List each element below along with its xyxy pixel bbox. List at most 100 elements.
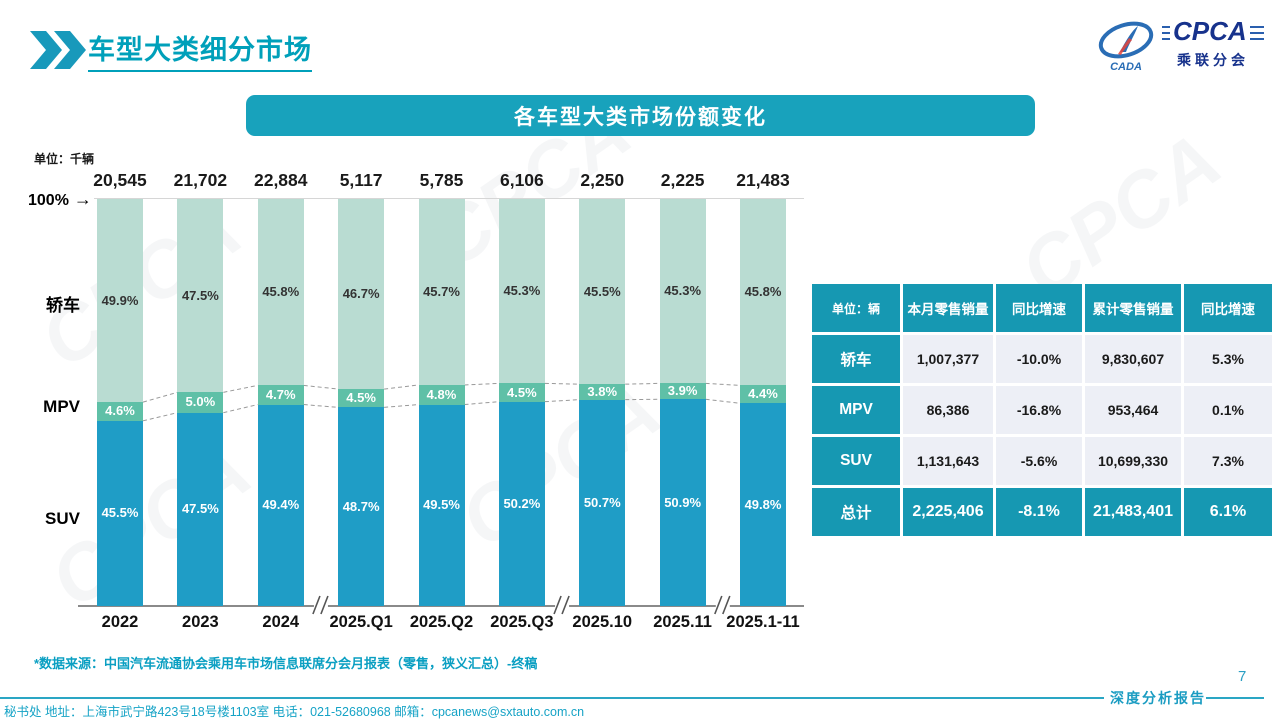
bar-total-label: 2,225 xyxy=(660,170,705,190)
bar-segment-suv: 47.5% xyxy=(177,412,224,606)
bar-segment-suv: 45.5% xyxy=(97,420,143,606)
bar-segment-mpv: 4.8% xyxy=(418,384,465,405)
table-row-label: 轿车 xyxy=(812,335,900,383)
bar-total-label: 21,702 xyxy=(173,170,228,190)
cada-logo-icon: CADA xyxy=(1096,18,1158,79)
table-row-label: SUV xyxy=(812,437,900,485)
bar-segment-suv: 49.5% xyxy=(418,404,465,606)
bar-group: 45.5% 3.8% 50.7% xyxy=(579,199,626,606)
x-tick-label: 2025.Q2 xyxy=(409,613,474,631)
bar-group: 49.9% 4.6% 45.5% xyxy=(97,199,143,606)
bar-segment-suv: 49.8% xyxy=(740,403,786,606)
x-tick-label: 2025.Q3 xyxy=(490,613,554,631)
table-cell: -10.0% xyxy=(996,335,1082,383)
bar-segment-sedan: 45.8% xyxy=(740,199,786,386)
table-cell: 10,699,330 xyxy=(1085,437,1181,485)
table-header-cell: 本月零售销量 xyxy=(903,284,993,332)
category-label-sedan: 轿车 xyxy=(46,296,80,315)
bar-total-label: 20,545 xyxy=(93,170,147,190)
x-tick-label: 2024 xyxy=(262,613,300,631)
bar-total-label: 22,884 xyxy=(253,170,308,190)
table-cell: 5.3% xyxy=(1184,335,1272,383)
cpca-logo-subtitle: 乘联分会 xyxy=(1177,52,1249,68)
bar-segment-sedan: 45.3% xyxy=(659,199,706,384)
x-tick-label: 2025.11 xyxy=(653,613,712,631)
bar-group: 45.7% 4.8% 49.5% xyxy=(418,199,465,606)
table-cell: 21,483,401 xyxy=(1085,488,1181,536)
retail-sales-table: 单位：辆 本月零售销量 同比增速 累计零售销量 同比增速 轿车 1,007,377 -10.0… xyxy=(812,284,1272,536)
table-cell: 953,464 xyxy=(1085,386,1181,434)
table-header-cell: 同比增速 xyxy=(996,284,1082,332)
cpca-wordmark: CPCA 乘联分会 xyxy=(1162,16,1264,70)
data-source-note: *数据来源：中国汽车流通协会乘用车市场信息联席分会月报表（零售，狭义汇总）-终稿 xyxy=(34,656,538,671)
table-cell: -5.6% xyxy=(996,437,1082,485)
table-cell: 9,830,607 xyxy=(1085,335,1181,383)
bar-segment-mpv: 4.4% xyxy=(740,385,786,404)
table-cell: 0.1% xyxy=(1184,386,1272,434)
table-cell: 2,225,406 xyxy=(903,488,993,536)
bar-segment-sedan: 45.3% xyxy=(498,199,545,384)
right-arrow-icon: → xyxy=(73,189,92,209)
footer-contact-info: 秘书处 地址：上海市武宁路423号18号楼1103室 电话：021-526809… xyxy=(4,705,585,719)
table-cell: -16.8% xyxy=(996,386,1082,434)
bar-segment-sedan: 47.5% xyxy=(177,199,224,393)
cpca-logo-text: CPCA xyxy=(1170,16,1250,46)
x-tick-label: 2023 xyxy=(182,613,219,631)
table-unit-header: 单位：辆 xyxy=(812,284,900,332)
table-cell: 1,131,643 xyxy=(903,437,993,485)
bar-segment-sedan: 45.5% xyxy=(579,199,626,385)
bar-group: 46.7% 4.5% 48.7% xyxy=(338,199,385,606)
bar-segment-mpv: 4.6% xyxy=(97,402,143,421)
bar-total-label: 5,785 xyxy=(419,170,464,190)
bar-segment-sedan: 46.7% xyxy=(338,199,385,390)
chart-title-banner: 各车型大类市场份额变化 xyxy=(246,95,1035,136)
bar-group: 47.5% 5.0% 47.5% xyxy=(177,199,224,606)
x-tick-label: 2022 xyxy=(101,613,139,631)
bar-segment-suv: 50.9% xyxy=(659,399,706,606)
x-tick-label: 2025.10 xyxy=(572,613,633,631)
bar-group: 45.8% 4.4% 49.8% xyxy=(740,199,786,606)
page-title: 车型大类细分市场 xyxy=(88,28,312,72)
cpca-logo: CADA CPCA 乘联分会 xyxy=(1096,16,1264,73)
chart-unit-label: 单位：千辆 xyxy=(34,152,95,166)
bar-segment-mpv: 5.0% xyxy=(177,392,224,413)
footer-line xyxy=(0,697,1104,699)
table-cell: 86,386 xyxy=(903,386,993,434)
table-header-cell: 累计零售销量 xyxy=(1085,284,1181,332)
table-cell: 6.1% xyxy=(1184,488,1272,536)
bar-group: 45.8% 4.7% 49.4% xyxy=(257,199,304,606)
bar-group: 45.3% 4.5% 50.2% xyxy=(498,199,545,606)
x-axis-line xyxy=(78,605,804,607)
bar-segment-suv: 48.7% xyxy=(338,407,385,606)
bar-segment-sedan: 49.9% xyxy=(97,199,143,403)
bar-total-label: 6,106 xyxy=(499,170,544,190)
bar-segment-mpv: 4.7% xyxy=(257,385,304,405)
page-number: 7 xyxy=(1238,668,1247,685)
bar-segment-mpv: 4.5% xyxy=(338,389,385,408)
bar-segment-mpv: 3.8% xyxy=(579,384,626,400)
x-tick-label: 2025.Q1 xyxy=(329,613,393,631)
bar-group: 45.3% 3.9% 50.9% xyxy=(659,199,706,606)
bar-total-label: 2,250 xyxy=(580,170,625,190)
gridline-100pct xyxy=(94,198,804,199)
y-axis-100pct-label: 100% → xyxy=(28,189,92,209)
bar-segment-suv: 50.7% xyxy=(579,399,626,606)
footer-line xyxy=(1206,697,1264,699)
table-cell: 1,007,377 xyxy=(903,335,993,383)
svg-text:CADA: CADA xyxy=(1110,61,1142,73)
bar-total-label: 21,483 xyxy=(736,170,790,190)
bar-segment-sedan: 45.7% xyxy=(418,199,465,385)
bar-segment-mpv: 4.5% xyxy=(498,383,545,402)
bar-segment-sedan: 45.8% xyxy=(257,199,304,386)
bar-segment-suv: 50.2% xyxy=(498,401,545,606)
table-row-label: MPV xyxy=(812,386,900,434)
category-label-suv: SUV xyxy=(45,509,80,528)
table-row-label: 总计 xyxy=(812,488,900,536)
report-type-label: 深度分析报告 xyxy=(1110,691,1206,707)
category-label-mpv: MPV xyxy=(43,397,80,416)
table-header-cell: 同比增速 xyxy=(1184,284,1272,332)
bar-total-label: 5,117 xyxy=(339,170,383,190)
bar-segment-suv: 49.4% xyxy=(257,404,304,606)
